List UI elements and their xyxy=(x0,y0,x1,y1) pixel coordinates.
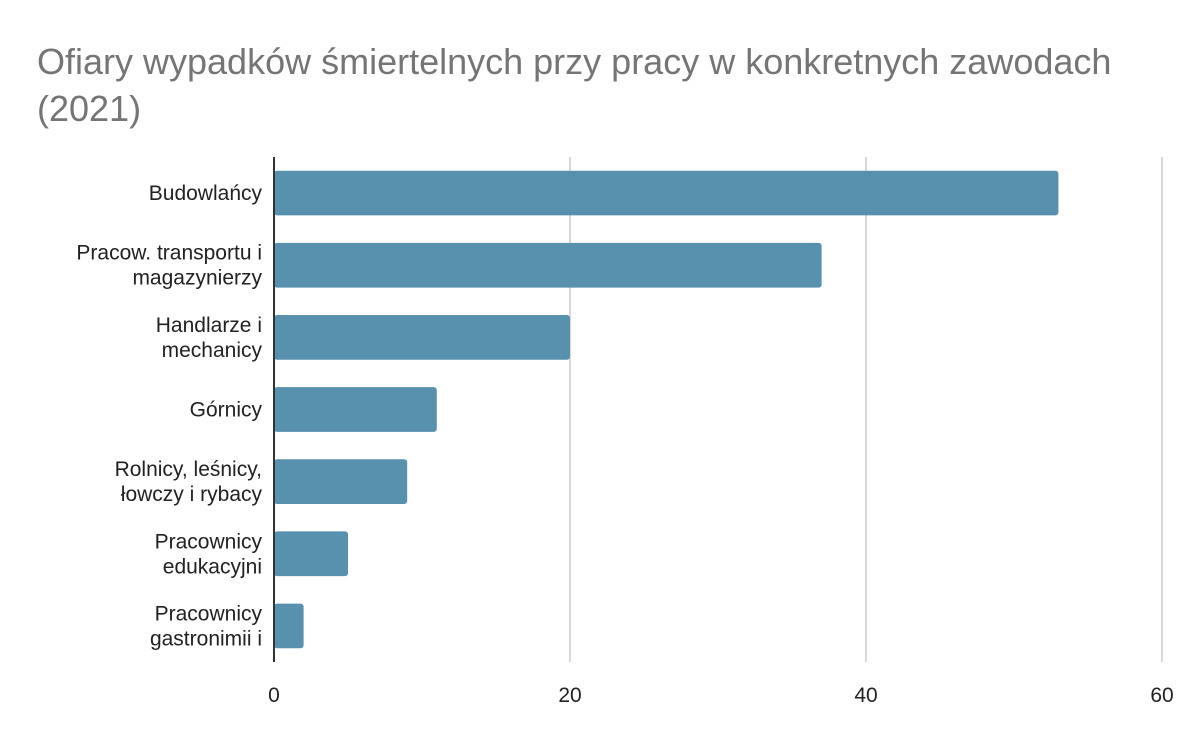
chart-title: Ofiary wypadków śmiertelnych przy pracy … xyxy=(37,41,1112,129)
bar xyxy=(274,242,822,288)
bars xyxy=(274,170,1059,649)
category-label: Górnicy xyxy=(190,399,263,422)
category-label: Pracownicy edukacyjni xyxy=(155,530,263,578)
x-tick-label: 0 xyxy=(268,684,280,707)
x-tick-label: 20 xyxy=(558,684,581,707)
bar xyxy=(274,459,408,505)
bar xyxy=(274,531,348,577)
bar xyxy=(274,170,1059,216)
x-tick-labels: 0 20 40 60 xyxy=(268,684,1174,707)
category-label: Pracownicy gastronimii i xyxy=(150,602,263,650)
gridlines xyxy=(569,157,1163,662)
bar xyxy=(274,314,570,360)
x-tick-label: 60 xyxy=(1150,684,1173,707)
bar xyxy=(274,387,437,432)
category-label: Budowlańcy xyxy=(149,182,263,205)
category-labels: Budowlańcy Pracow. transportu i magazynier… xyxy=(76,182,262,650)
category-label: Pracow. transportu i magazynierzy xyxy=(76,242,262,290)
bar xyxy=(274,603,304,649)
category-label: Rolnicy, leśnicy, łowczy i rybacy xyxy=(115,458,263,506)
x-tick-label: 40 xyxy=(854,684,877,707)
category-label: Handlarze i mechanicy xyxy=(156,314,263,362)
